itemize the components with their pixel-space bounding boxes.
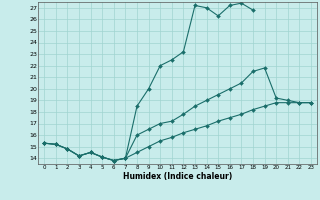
X-axis label: Humidex (Indice chaleur): Humidex (Indice chaleur) (123, 172, 232, 181)
